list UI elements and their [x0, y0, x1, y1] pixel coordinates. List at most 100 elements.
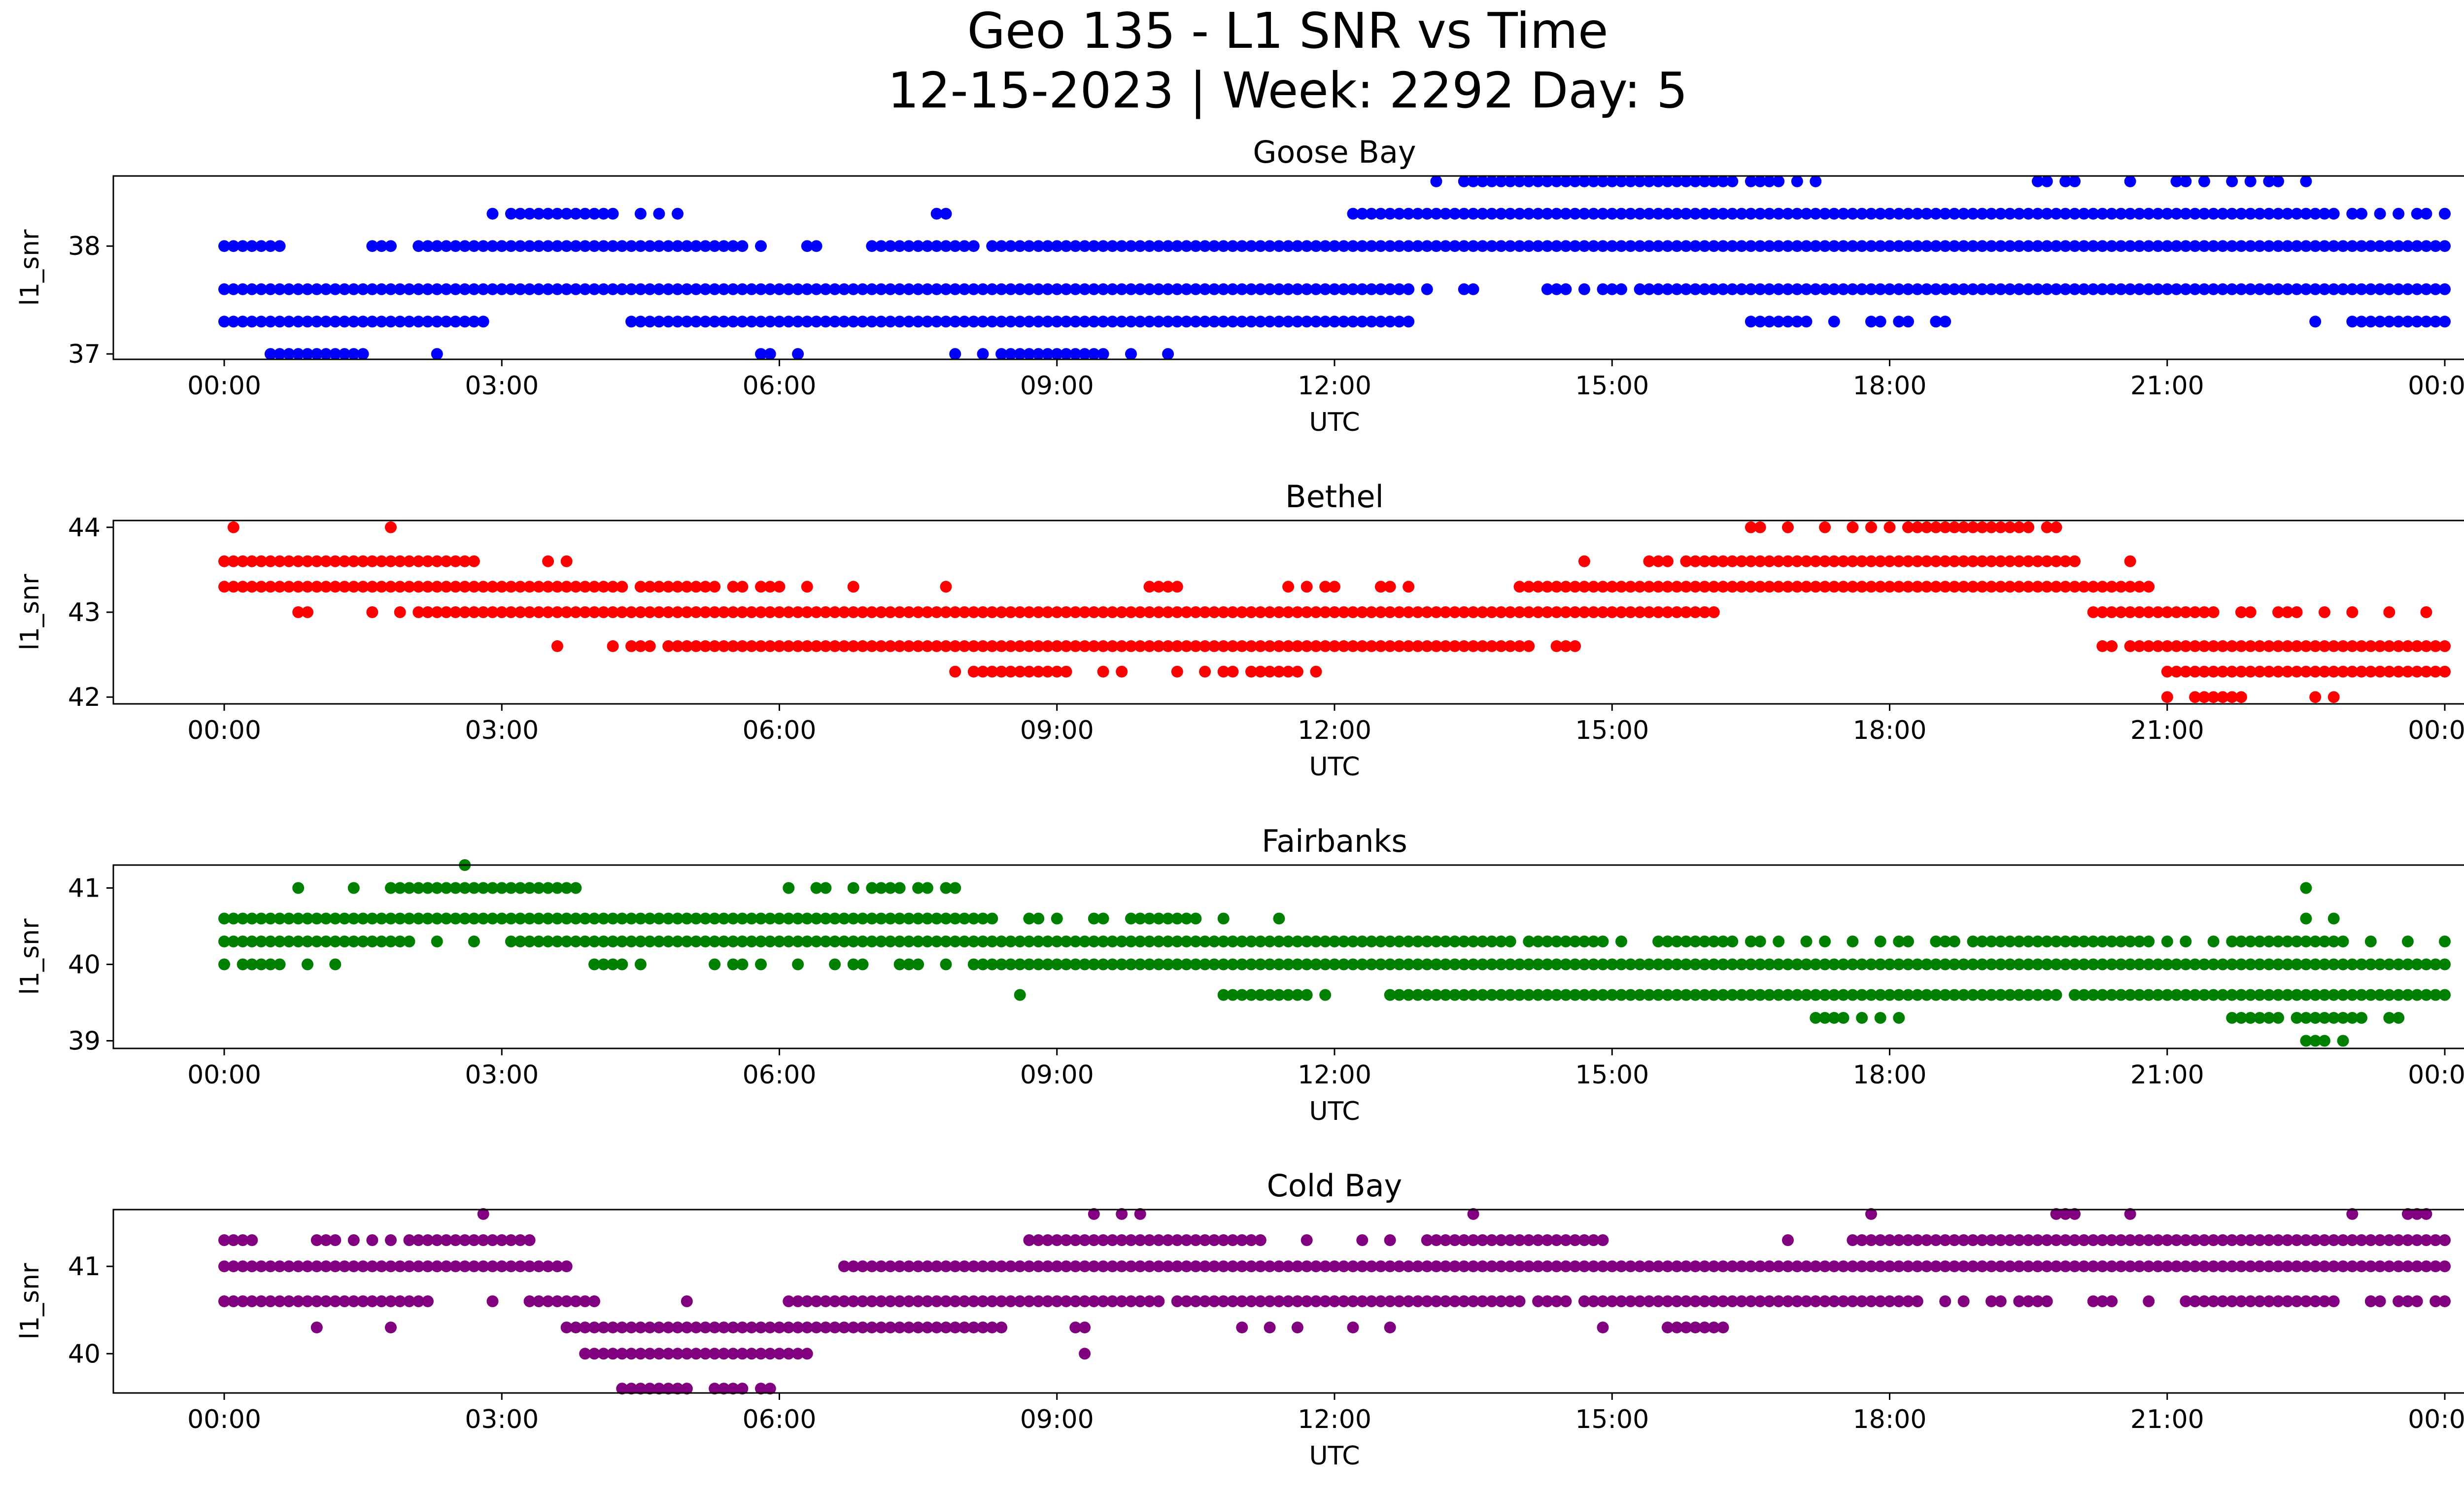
data-point [1042, 315, 1054, 328]
data-point [264, 555, 276, 567]
data-point [2050, 240, 2062, 252]
data-point [1689, 989, 1702, 1001]
data-point [1902, 936, 1914, 947]
data-point [1985, 936, 1997, 947]
data-point [1985, 958, 1997, 971]
data-point [1439, 240, 1452, 252]
data-point [2272, 606, 2284, 618]
data-point [2300, 1035, 2312, 1047]
x-tick-label: 03:00 [465, 716, 539, 745]
data-point [718, 315, 730, 328]
data-point [1486, 240, 1498, 252]
data-point [1180, 1260, 1193, 1273]
data-point [2217, 1295, 2229, 1307]
data-point [2300, 912, 2312, 925]
data-point [264, 315, 276, 328]
data-point [246, 240, 258, 252]
y-axis-label: l1_snr [15, 229, 45, 306]
data-point [579, 581, 591, 593]
data-point [1236, 315, 1248, 328]
data-point [560, 208, 573, 220]
data-point [1403, 315, 1415, 328]
data-point [1347, 1260, 1359, 1273]
data-point [2152, 240, 2164, 252]
data-point [949, 882, 961, 894]
data-point [1337, 283, 1350, 295]
data-point [912, 882, 924, 894]
data-point [764, 1321, 776, 1334]
data-point [1199, 240, 1211, 252]
data-point [1134, 1234, 1146, 1246]
data-point [2346, 640, 2359, 652]
data-point [930, 1295, 943, 1307]
data-point [1042, 606, 1054, 618]
data-point [2235, 208, 2247, 220]
data-point [755, 1321, 767, 1334]
data-point [264, 912, 276, 925]
data-point [1208, 936, 1220, 947]
data-point [1615, 208, 1627, 220]
data-point [940, 640, 952, 652]
data-point [1513, 958, 1526, 971]
data-point [2050, 936, 2062, 947]
data-point [376, 240, 388, 252]
data-point [634, 1383, 647, 1395]
data-point [385, 283, 397, 295]
data-point [1920, 555, 1933, 567]
data-point [1042, 1234, 1054, 1246]
data-point [1014, 958, 1026, 971]
data-point [2346, 240, 2359, 252]
data-point [884, 1260, 896, 1273]
data-point [1282, 581, 1295, 593]
data-point [2327, 989, 2340, 1001]
data-point [1014, 665, 1026, 678]
data-point [2291, 665, 2303, 678]
data-point [496, 882, 508, 894]
data-point [412, 912, 425, 925]
data-point [1513, 581, 1526, 593]
data-point [1754, 958, 1766, 971]
data-point [422, 555, 434, 567]
data-point [2189, 640, 2201, 652]
data-point [949, 348, 961, 360]
data-point [302, 1260, 313, 1273]
data-point [1171, 958, 1183, 971]
data-point [339, 936, 351, 947]
data-point [1597, 240, 1609, 252]
data-point [1856, 1012, 1868, 1024]
data-point [1384, 208, 1396, 220]
data-point [2327, 208, 2340, 220]
x-tick-label: 12:00 [1298, 1405, 1371, 1434]
data-point [1088, 240, 1100, 252]
data-point [1893, 958, 1905, 971]
data-point [1421, 1295, 1433, 1307]
data-point [912, 240, 924, 252]
data-point [570, 1295, 582, 1307]
data-point [2133, 606, 2146, 618]
data-point [1458, 208, 1470, 220]
data-point [1883, 1234, 1896, 1246]
data-point [829, 283, 841, 295]
data-point [709, 640, 721, 652]
data-point [681, 912, 693, 925]
data-point [1236, 936, 1248, 947]
data-point [1171, 283, 1183, 295]
data-point [1291, 240, 1303, 252]
data-point [1652, 581, 1665, 593]
data-point [709, 1383, 721, 1395]
data-point [514, 1260, 526, 1273]
data-point [949, 912, 961, 925]
data-point [2263, 208, 2275, 220]
data-point [912, 912, 924, 925]
data-point [1652, 175, 1665, 187]
data-point [1162, 283, 1174, 295]
data-point [1143, 581, 1156, 593]
data-point [1366, 606, 1378, 618]
data-point [644, 283, 656, 295]
data-point [1957, 1234, 1970, 1246]
data-point [1883, 581, 1896, 593]
data-point [1726, 989, 1739, 1001]
data-point [2263, 283, 2275, 295]
data-point [264, 581, 276, 593]
data-point [2364, 640, 2377, 652]
